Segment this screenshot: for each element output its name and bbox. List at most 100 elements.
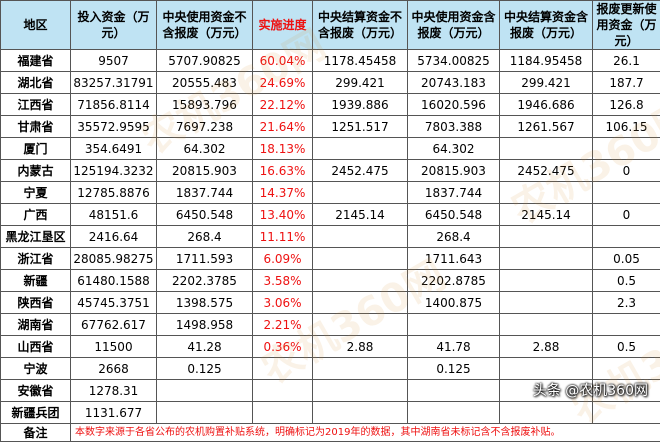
- table-cell: 1178.45458: [313, 50, 408, 72]
- progress-cell: [253, 380, 313, 402]
- region-cell: 浙江省: [1, 248, 71, 270]
- progress-cell: 16.63%: [253, 160, 313, 182]
- table-cell: 28085.98275: [71, 248, 157, 270]
- table-cell: 2452.475: [500, 160, 593, 182]
- table-cell: 26.1: [593, 50, 660, 72]
- table-cell: 268.4: [408, 226, 500, 248]
- table-cell: [313, 226, 408, 248]
- note-label: 备注: [1, 424, 71, 442]
- region-cell: 广西: [1, 204, 71, 226]
- table-cell: [408, 380, 500, 402]
- table-cell: [157, 380, 253, 402]
- table-cell: [593, 226, 660, 248]
- column-header: 中央使用资金不含报废（万元）: [157, 1, 253, 50]
- table-cell: [500, 248, 593, 270]
- table-cell: [500, 292, 593, 314]
- table-cell: [313, 402, 408, 424]
- table-cell: 1261.567: [500, 116, 593, 138]
- table-cell: 20743.183: [408, 72, 500, 94]
- table-cell: 64.302: [157, 138, 253, 160]
- table-cell: [408, 402, 500, 424]
- table-cell: 5707.90825: [157, 50, 253, 72]
- table-cell: 7697.238: [157, 116, 253, 138]
- progress-cell: 3.58%: [253, 270, 313, 292]
- table-cell: [313, 182, 408, 204]
- table-cell: 1939.886: [313, 94, 408, 116]
- table-cell: [313, 314, 408, 336]
- table-cell: [313, 380, 408, 402]
- table-cell: 2202.3785: [157, 270, 253, 292]
- region-cell: 内蒙古: [1, 160, 71, 182]
- region-cell: 新疆: [1, 270, 71, 292]
- table-cell: 2416.64: [71, 226, 157, 248]
- column-header: 报废更新使用资金（万元）: [593, 1, 660, 50]
- table-cell: 41.28: [157, 336, 253, 358]
- table-cell: 16020.596: [408, 94, 500, 116]
- region-cell: 宁波: [1, 358, 71, 380]
- table-cell: 299.421: [313, 72, 408, 94]
- table-cell: 15893.796: [157, 94, 253, 116]
- progress-cell: 2.21%: [253, 314, 313, 336]
- progress-cell: 6.09%: [253, 248, 313, 270]
- progress-cell: [253, 358, 313, 380]
- table-cell: 2.88: [500, 336, 593, 358]
- table-cell: 71856.8114: [71, 94, 157, 116]
- table-cell: 126.8: [593, 94, 660, 116]
- table-cell: [500, 358, 593, 380]
- column-header: 地区: [1, 1, 71, 50]
- table-cell: 0.125: [408, 358, 500, 380]
- table-cell: 2.88: [313, 336, 408, 358]
- table-cell: [593, 358, 660, 380]
- table-cell: 1184.95458: [500, 50, 593, 72]
- table-cell: [313, 292, 408, 314]
- table-cell: 0: [593, 204, 660, 226]
- table-cell: 268.4: [157, 226, 253, 248]
- table-cell: [500, 138, 593, 160]
- table-cell: 2145.14: [313, 204, 408, 226]
- table-cell: 1711.643: [408, 248, 500, 270]
- table-cell: [500, 270, 593, 292]
- region-cell: 山西省: [1, 336, 71, 358]
- table-cell: 9507: [71, 50, 157, 72]
- table-cell: [408, 314, 500, 336]
- table-cell: 2.3: [593, 292, 660, 314]
- table-cell: [593, 138, 660, 160]
- table-cell: 2202.8785: [408, 270, 500, 292]
- table-cell: 0.5: [593, 270, 660, 292]
- table-cell: 0.05: [593, 248, 660, 270]
- progress-cell: 24.69%: [253, 72, 313, 94]
- table-cell: 20815.903: [408, 160, 500, 182]
- column-header: 中央结算资金不含报废（万元）: [313, 1, 408, 50]
- progress-cell: 11.11%: [253, 226, 313, 248]
- note-text: 本数字来源于各省公布的农机购置补贴系统，明确标记为2019年的数据，其中湖南省未…: [71, 424, 660, 442]
- table-cell: 1946.686: [500, 94, 593, 116]
- table-cell: [500, 314, 593, 336]
- table-cell: 48151.6: [71, 204, 157, 226]
- table-cell: 61480.1588: [71, 270, 157, 292]
- column-header: 中央使用资金含报废（万元）: [408, 1, 500, 50]
- region-cell: 黑龙江垦区: [1, 226, 71, 248]
- table-cell: 1837.744: [157, 182, 253, 204]
- table-cell: [157, 402, 253, 424]
- table-cell: 0.125: [157, 358, 253, 380]
- table-cell: [313, 358, 408, 380]
- region-cell: 甘肃省: [1, 116, 71, 138]
- table-cell: [313, 248, 408, 270]
- table-cell: 187.7: [593, 72, 660, 94]
- progress-cell: 18.13%: [253, 138, 313, 160]
- progress-cell: [253, 402, 313, 424]
- table-cell: [593, 182, 660, 204]
- region-cell: 宁夏: [1, 182, 71, 204]
- table-cell: 35572.9595: [71, 116, 157, 138]
- table-cell: [500, 226, 593, 248]
- table-cell: 7803.388: [408, 116, 500, 138]
